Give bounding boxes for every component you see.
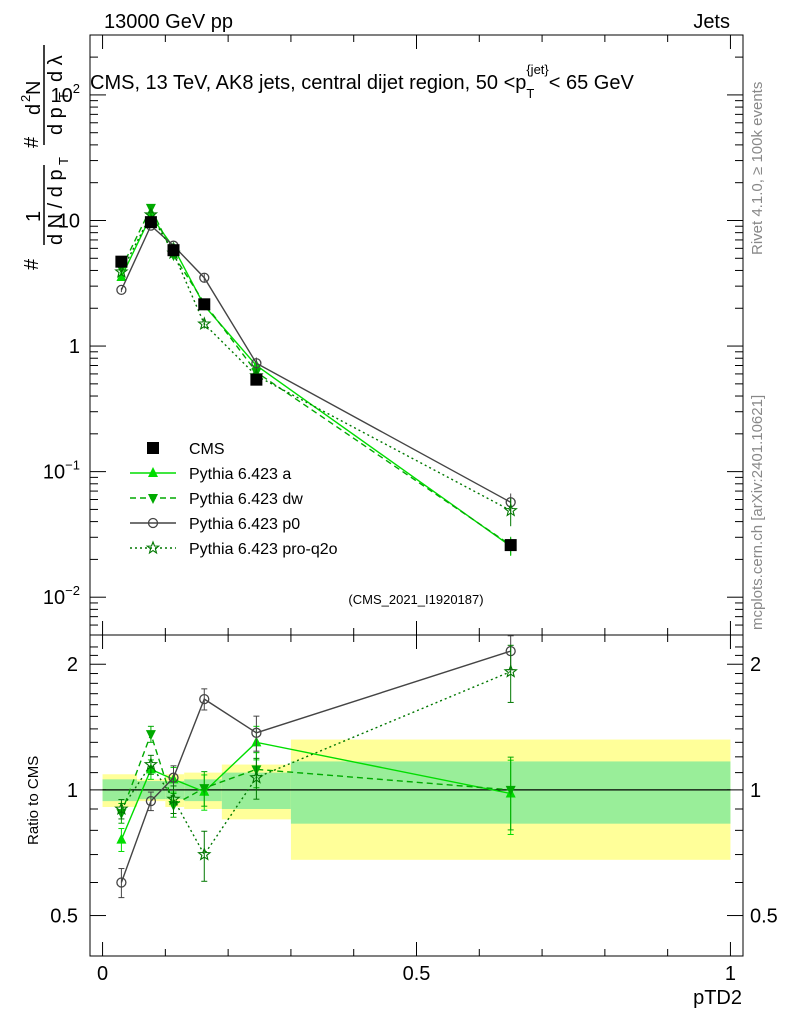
series-ratio-line — [120, 650, 511, 883]
legend-marker-cms — [147, 442, 159, 454]
svg-text:d λ: d λ — [45, 55, 67, 82]
series-ratio-point — [114, 801, 129, 816]
title-sup: {jet} — [526, 62, 549, 77]
legend-label-cms: CMS — [189, 441, 225, 458]
legend-marker — [147, 517, 159, 529]
series-ratio-point — [197, 847, 212, 861]
series-ratio-point — [199, 784, 210, 795]
rivet-label: Rivet 4.1.0, ≥ 100k events — [749, 82, 766, 255]
ratio-y-tick-label: 0.5 — [50, 906, 78, 928]
series-ratio-point — [168, 772, 179, 783]
watermark: (CMS_2021_I1920187) — [348, 592, 483, 607]
series-line — [120, 206, 512, 546]
svg-text:#: # — [21, 136, 43, 148]
y-tick-label: 10 — [58, 210, 80, 232]
cms-point — [144, 216, 157, 229]
chart-title: CMS, 13 TeV, AK8 jets, central dijet reg… — [90, 62, 634, 101]
svg-text:T: T — [56, 92, 71, 100]
cms-point — [198, 298, 211, 311]
series-ratio-point — [145, 730, 156, 741]
series-ratio-point — [503, 664, 518, 678]
y-tick-label: 102 — [51, 81, 80, 107]
cms-point — [115, 255, 128, 268]
series-point — [116, 284, 127, 296]
svg-text:CMS, 13 TeV, AK8 jets, central: CMS, 13 TeV, AK8 jets, central dijet reg… — [90, 62, 634, 101]
ratio-bands — [102, 739, 731, 860]
legend-label: Pythia 6.423 pro-q2o — [189, 541, 338, 558]
ratio-y-tick-label-right: 2 — [750, 654, 761, 676]
svg-text:2: 2 — [18, 95, 33, 102]
svg-text:d N / d p: d N / d p — [45, 169, 67, 245]
data-marks — [114, 203, 518, 899]
title-tail: < 65 GeV — [549, 72, 635, 94]
series-point — [503, 502, 518, 517]
series-point — [116, 270, 127, 281]
y-tick-label: 10−1 — [43, 458, 80, 484]
header-right: Jets — [693, 11, 730, 33]
legend: CMS Pythia 6.423 a Pythia 6.423 dw Pythia 6… — [130, 441, 338, 558]
series-point — [251, 358, 262, 369]
y-axis-label-ratio: Ratio to CMS — [25, 756, 42, 845]
series-ratio-point — [116, 833, 127, 844]
title-main: CMS, 13 TeV, AK8 jets, central dijet reg… — [90, 72, 526, 94]
legend-marker — [145, 540, 161, 555]
legend-label: Pythia 6.423 dw — [189, 491, 303, 508]
cms-point — [250, 373, 263, 386]
legend-marker — [148, 467, 158, 477]
ratio-y-tick-label: 2 — [67, 654, 78, 676]
series-ratio-point — [249, 770, 264, 784]
ratio-y-tick-label-right: 0.5 — [750, 906, 778, 928]
svg-text:d: d — [23, 104, 45, 115]
header-left: 13000 GeV pp — [104, 11, 233, 33]
series-ratio-point — [145, 795, 157, 807]
svg-text:N: N — [23, 81, 45, 95]
series-ratio-point — [116, 877, 127, 888]
svg-text:1: 1 — [23, 211, 45, 222]
ratio-y-tick-label-right: 1 — [750, 780, 761, 802]
x-tick-label: 0 — [97, 963, 108, 985]
series-line — [120, 224, 512, 503]
ratio-y-tick-label: 1 — [67, 780, 78, 802]
legend-marker — [148, 494, 158, 504]
title-sub: T — [526, 86, 534, 101]
legend-label: Pythia 6.423 p0 — [189, 516, 300, 533]
cms-point — [167, 244, 180, 257]
axes: 0 0.5 1 10−2 10−1 1 10 102 0.5 0.5 1 1 2 2 — [43, 34, 778, 985]
series-ratio-line — [120, 732, 511, 814]
y-axis-label-main: # 1 d N / d p T # d 2 N d p T d λ — [18, 45, 71, 270]
series-ratio-point — [166, 791, 181, 806]
cms-point — [504, 539, 517, 552]
x-axis-label: pTD2 — [693, 987, 742, 1009]
series-point — [199, 272, 210, 283]
series-point — [114, 264, 129, 278]
y-tick-label: 10−2 — [43, 583, 80, 609]
legend-label: Pythia 6.423 a — [189, 466, 291, 483]
x-tick-label: 0.5 — [403, 963, 431, 985]
series-ratio-point — [199, 693, 210, 705]
series-ratio-line — [120, 741, 511, 840]
main-frame — [89, 34, 744, 636]
mcplots-label: mcplots.cern.ch [arXiv:2401.10621] — [749, 395, 766, 630]
svg-text:d p: d p — [45, 107, 67, 135]
series-ratio-point — [505, 785, 516, 796]
svg-text:#: # — [21, 258, 43, 270]
series-ratio-point — [143, 757, 159, 771]
series-ratio-point — [251, 727, 262, 738]
series-point — [197, 316, 212, 331]
x-tick-label: 1 — [725, 963, 736, 985]
y-tick-label: 1 — [69, 336, 80, 358]
svg-text:T: T — [56, 157, 71, 165]
series-ratio-line — [120, 670, 511, 856]
